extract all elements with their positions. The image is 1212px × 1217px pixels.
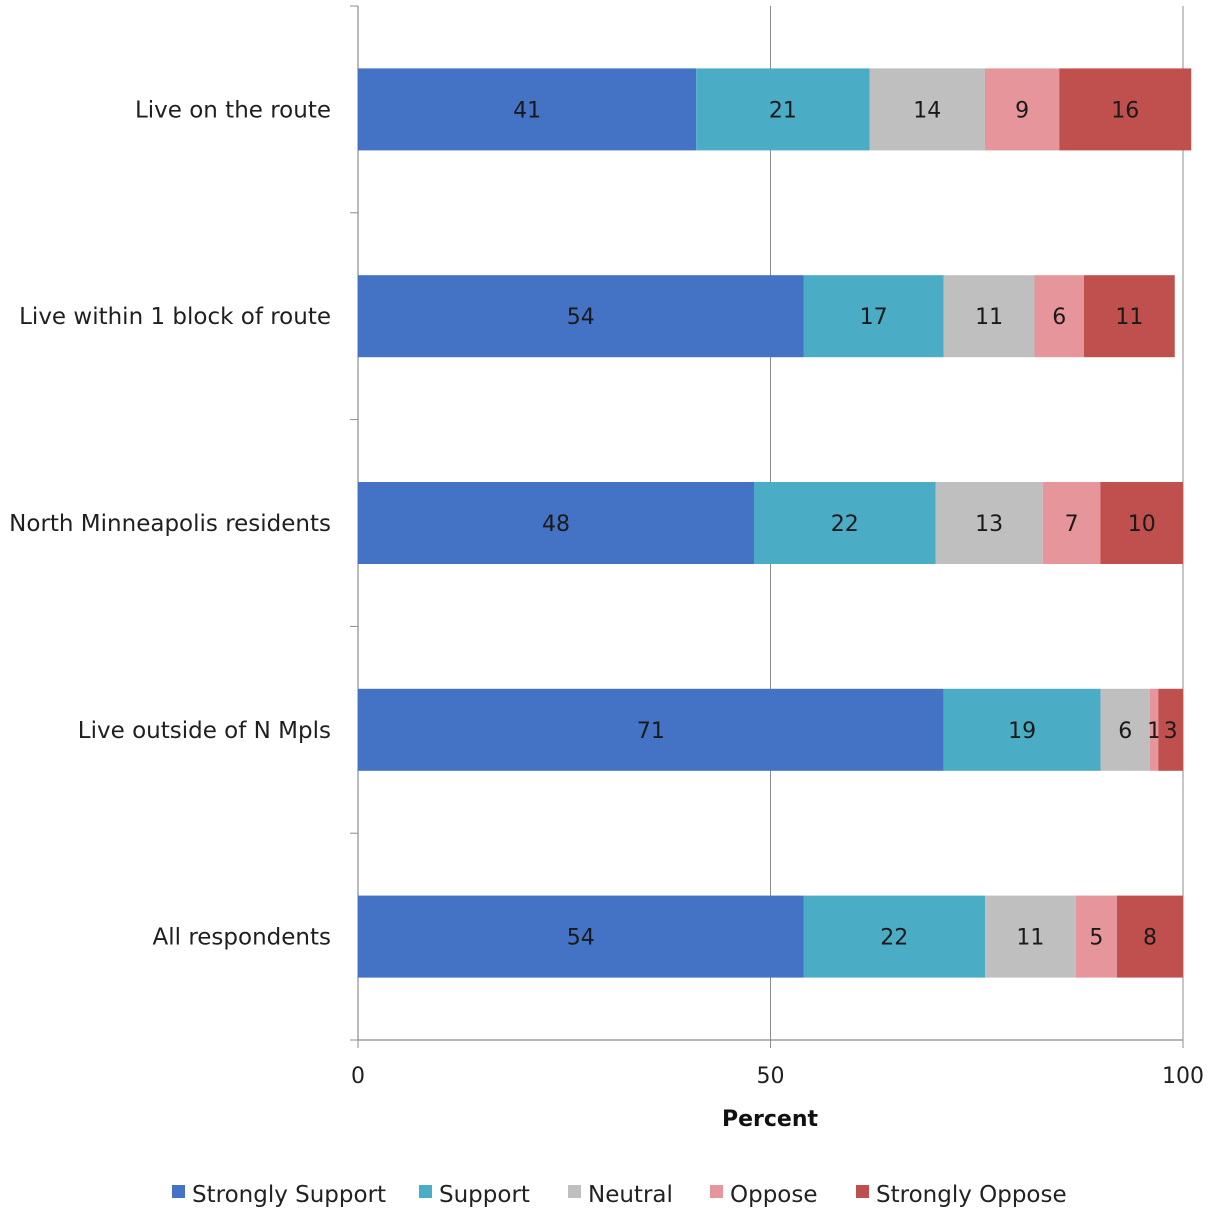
bar-segment: [1100, 688, 1150, 771]
bar-value-label: 11: [1115, 305, 1143, 330]
bar-segment: [935, 482, 1043, 564]
x-tick-labels: 0 50 100: [351, 1064, 1204, 1089]
bar-value-label: 14: [913, 98, 941, 123]
bar-value-label: 10: [1128, 512, 1156, 537]
bar-value-label: 22: [831, 512, 859, 537]
bar-segment: [358, 688, 944, 771]
bar-value-label: 11: [1016, 926, 1044, 951]
category-labels: Live on the route Live within 1 block of …: [9, 97, 331, 950]
legend-label: Strongly Support: [192, 1182, 386, 1208]
bar-value-label: 8: [1143, 926, 1157, 951]
x-tick-label: 50: [757, 1064, 785, 1089]
bar-segment: [943, 688, 1101, 771]
bar-segment: [803, 895, 985, 978]
x-tick-label: 0: [351, 1064, 365, 1089]
bar-value-label: 22: [880, 926, 908, 951]
bar-value-label: 71: [637, 719, 665, 744]
legend-swatch: [172, 1185, 185, 1198]
bar-segment: [1117, 895, 1183, 978]
bar-value-label: 3: [1164, 719, 1178, 744]
bar-value-label: 48: [542, 512, 570, 537]
bar-value-label: 54: [567, 926, 595, 951]
bar-segment: [985, 895, 1076, 978]
bar-segment: [1150, 688, 1159, 771]
bar-segment: [1084, 275, 1175, 358]
category-label: Live within 1 block of route: [19, 304, 331, 330]
bar-segment: [358, 275, 804, 358]
legend-label: Support: [439, 1182, 530, 1208]
bar-value-label: 6: [1052, 305, 1066, 330]
bar-segment: [358, 482, 754, 564]
bar-segment: [1042, 482, 1101, 564]
bar-value-label: 5: [1089, 926, 1103, 951]
bar-segment: [358, 895, 804, 978]
legend-swatch: [856, 1185, 869, 1198]
legend: Strongly Support Support Neutral Oppose Stro…: [172, 1182, 1067, 1208]
category-label: Live on the route: [135, 97, 331, 123]
bar-value-label: 7: [1065, 512, 1079, 537]
bar-segment: [358, 68, 697, 151]
bar-segment: [1059, 68, 1192, 151]
bar-value-label: 1: [1147, 719, 1161, 744]
bar-value-label: 41: [513, 98, 541, 123]
legend-label: Strongly Oppose: [876, 1182, 1067, 1208]
bar-value-label: 16: [1111, 98, 1139, 123]
category-label: North Minneapolis residents: [9, 511, 331, 537]
bar-segment: [869, 68, 985, 151]
bar-segment: [1158, 688, 1183, 771]
bar-segment: [985, 68, 1060, 151]
bar-segment: [803, 275, 944, 358]
bar-value-label: 6: [1118, 719, 1132, 744]
bar-segment: [1100, 482, 1183, 564]
bar-segment: [1034, 275, 1084, 358]
bar-segment: [1075, 895, 1117, 978]
bar-segment: [696, 68, 870, 151]
bar-segment: [943, 275, 1035, 358]
bar-value-label: 11: [975, 305, 1003, 330]
x-tick-label: 100: [1162, 1064, 1204, 1089]
legend-label: Oppose: [730, 1182, 818, 1208]
category-label: Live outside of N Mpls: [78, 718, 331, 744]
bar-value-label: 17: [860, 305, 888, 330]
legend-swatch: [710, 1185, 723, 1198]
bar-value-label: 13: [975, 512, 1003, 537]
legend-label: Neutral: [588, 1182, 673, 1208]
category-label: All respondents: [153, 925, 332, 951]
bar-value-label: 19: [1008, 719, 1036, 744]
legend-swatch: [568, 1185, 581, 1198]
bar-value-label: 21: [769, 98, 797, 123]
bar-value-label: 9: [1015, 98, 1029, 123]
bar-value-label: 54: [567, 305, 595, 330]
bar-segment: [754, 482, 936, 564]
legend-swatch: [419, 1185, 432, 1198]
x-axis-title: Percent: [722, 1107, 819, 1132]
